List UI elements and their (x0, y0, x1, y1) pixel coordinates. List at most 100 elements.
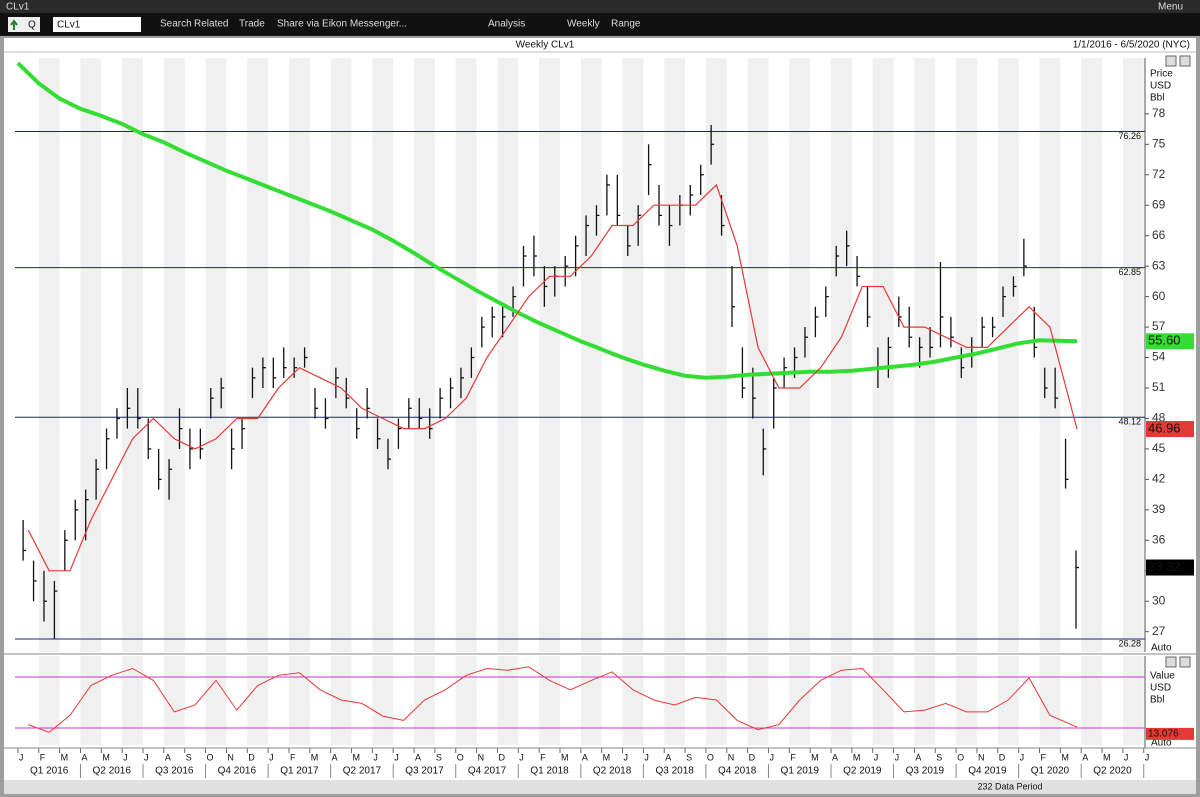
month-stripe (455, 656, 477, 745)
month-stripe (414, 58, 435, 652)
month-stripe (163, 656, 185, 745)
month-stripe (872, 656, 894, 745)
month-stripe (1122, 58, 1144, 652)
menu-button[interactable]: Menu (1158, 2, 1183, 13)
x-tick-label: S (436, 752, 442, 762)
close-button[interactable] (1179, 656, 1191, 668)
quarter-label: Q4 2019 (968, 766, 1007, 777)
y-tick-label: 42 (1152, 472, 1166, 486)
scale-button[interactable]: Auto (1151, 738, 1172, 749)
x-tick-label: N (978, 752, 985, 762)
up-arrow (10, 19, 18, 30)
month-stripe (622, 58, 644, 652)
month-stripe (664, 656, 686, 745)
x-tick-label: N (227, 752, 234, 762)
x-tick-label: J (394, 752, 399, 762)
last-value-tag (1146, 333, 1194, 350)
x-tick-label: A (81, 752, 87, 762)
toolbar-item[interactable]: Range (611, 19, 641, 30)
restore-button[interactable] (1165, 656, 1177, 668)
month-stripe (831, 58, 852, 652)
x-tick-label: A (332, 752, 338, 762)
toolbar (0, 13, 1200, 35)
restore-button[interactable] (1165, 55, 1177, 67)
x-tick-label: A (915, 752, 921, 762)
y-tick-label: 66 (1152, 228, 1166, 242)
y-tick-label: 63 (1152, 258, 1166, 272)
scale-button[interactable]: Auto (1151, 643, 1172, 654)
axis-unit: Bbl (1150, 695, 1164, 706)
moving-average (16, 61, 1078, 380)
arrow-box[interactable] (8, 17, 40, 32)
x-tick-label: A (165, 752, 171, 762)
close-button[interactable] (1179, 55, 1191, 67)
toolbar-item[interactable]: Weekly (567, 19, 600, 30)
quarter-label: Q2 2019 (843, 766, 882, 777)
plots: J F M A M J J A S O N D J F M A M J J A S O N D J F M A M J J A S O N D J F M A… (4, 58, 1196, 778)
last-value-label: 46.96 (1148, 420, 1181, 435)
x-tick-label: A (665, 752, 671, 762)
x-tick-label: S (936, 752, 942, 762)
toolbar-item[interactable]: Share via Eikon Messenger... (277, 19, 407, 30)
month-stripe (622, 656, 644, 745)
level-label: 48.12 (1118, 417, 1141, 427)
moving-average (27, 183, 1078, 572)
month-stripe (539, 58, 560, 652)
y-tick-label: 36 (1152, 532, 1166, 546)
x-tick-label: J (144, 752, 149, 762)
y-tick-label: 27 (1152, 624, 1166, 638)
title-bar (0, 0, 1200, 13)
month-stripe (372, 58, 394, 652)
month-stripe (80, 656, 102, 745)
level-label: 62.85 (1118, 267, 1141, 277)
month-stripe (705, 58, 727, 652)
x-tick-label: M (352, 752, 360, 762)
toolbar-item[interactable]: Related (194, 19, 228, 30)
x-tick-label: F (290, 752, 296, 762)
quarter-label: Q4 2017 (468, 766, 507, 777)
month-stripe (580, 58, 602, 652)
month-stripe (205, 656, 227, 745)
x-tick-label: M (1061, 752, 1069, 762)
month-stripe (122, 656, 144, 745)
x-tick-label: M (853, 752, 861, 762)
x-tick-label: J (1020, 752, 1024, 762)
month-stripe (288, 58, 310, 652)
axis-unit: USD (1150, 81, 1171, 92)
month-stripe (997, 58, 1019, 652)
y-tick-label: 57 (1152, 319, 1166, 333)
x-tick-label: N (478, 752, 485, 762)
oscillator-line (28, 666, 1078, 733)
quarter-label: Q3 2017 (405, 766, 444, 777)
quarter-label: Q2 2020 (1093, 766, 1132, 777)
x-tick-label: O (957, 752, 964, 762)
symbol: CLv1 (57, 20, 81, 31)
month-stripe (831, 656, 852, 745)
month-stripe (163, 58, 185, 652)
chart-title: Weekly CLv1 (516, 40, 575, 51)
x-tick-label: O (207, 752, 214, 762)
quarter-label: Q2 2017 (343, 766, 382, 777)
x-tick-label: F (790, 752, 796, 762)
month-stripe (1081, 58, 1103, 652)
month-stripe (914, 656, 936, 745)
x-tick-label: A (832, 752, 838, 762)
last-value-tag (1146, 727, 1194, 740)
x-tick-label: O (457, 752, 464, 762)
date-range: 1/1/2016 - 6/5/2020 (NYC) (1073, 40, 1190, 51)
toolbar-item[interactable]: Analysis (488, 19, 525, 30)
y-tick-label: 60 (1152, 289, 1166, 303)
symbol-box[interactable] (53, 17, 141, 32)
month-stripe (205, 58, 227, 652)
x-tick-label: J (123, 752, 128, 762)
axis-unit: Price (1150, 69, 1173, 80)
quarter-label: Q1 2018 (530, 766, 569, 777)
x-tick-label: M (311, 752, 319, 762)
x-tick-label: D (749, 752, 756, 762)
toolbar-item[interactable]: Search (160, 19, 192, 30)
x-tick-label: M (561, 752, 569, 762)
toolbar-item[interactable]: Trade (239, 19, 265, 30)
month-stripe (956, 656, 977, 745)
y-tick-label: 54 (1152, 350, 1166, 364)
